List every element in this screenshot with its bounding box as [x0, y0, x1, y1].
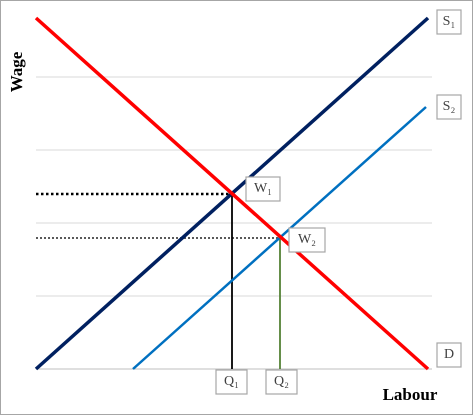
curve-label: S₂: [443, 99, 456, 114]
equilibrium-label: Q₁: [224, 374, 239, 389]
curve-label: D: [444, 347, 454, 362]
x-axis-label: Labour: [383, 385, 438, 404]
label-box: [245, 176, 281, 202]
label-box: [265, 369, 298, 395]
grid: [36, 76, 432, 370]
label-box: [215, 369, 248, 395]
y-axis-label: Wage: [7, 51, 26, 92]
label-box: [436, 9, 462, 35]
label-box: [288, 227, 326, 253]
label-box: [436, 342, 462, 368]
equilibrium-label: Q₂: [274, 374, 289, 389]
curve-label: S₁: [443, 14, 456, 29]
demand-line: [34, 16, 430, 371]
equilibrium-label: W₁: [254, 181, 272, 196]
label-box: [436, 94, 462, 120]
equilibrium-label: W₂: [298, 232, 316, 247]
